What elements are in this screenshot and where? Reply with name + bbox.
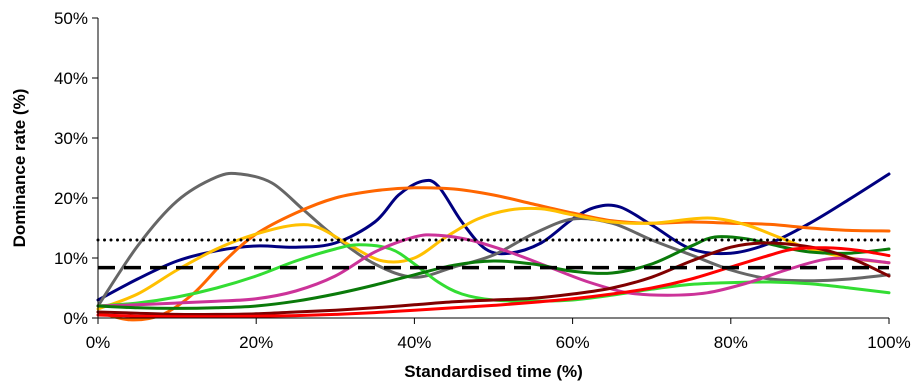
x-tick-label: 80%	[714, 333, 748, 352]
x-ticks: 0% 20% 40% 60% 80% 100%	[86, 318, 911, 352]
x-tick-label: 20%	[239, 333, 273, 352]
x-tick-label: 0%	[86, 333, 111, 352]
y-tick-label: 20%	[54, 189, 88, 208]
y-tick-label: 30%	[54, 129, 88, 148]
x-tick-label: 100%	[867, 333, 910, 352]
x-tick-label: 40%	[397, 333, 431, 352]
series-line-4	[96, 206, 891, 311]
y-axis-title: Dominance rate (%)	[10, 89, 29, 248]
x-axis-title: Standardised time (%)	[404, 362, 583, 381]
axes	[97, 18, 889, 319]
series-line-5	[96, 243, 891, 308]
series-line-6	[96, 233, 891, 308]
series-line-1	[96, 172, 891, 302]
y-tick-label: 50%	[54, 9, 88, 28]
y-tick-label: 0%	[63, 309, 88, 328]
y-tick-label: 10%	[54, 249, 88, 268]
y-tick-label: 40%	[54, 69, 88, 88]
plot-lines	[96, 171, 891, 322]
x-tick-label: 60%	[556, 333, 590, 352]
y-ticks: 0% 10% 20% 30% 40% 50%	[54, 9, 98, 328]
series-line-3	[96, 186, 891, 322]
series-line-9	[96, 246, 891, 319]
series-line-8	[96, 241, 891, 317]
